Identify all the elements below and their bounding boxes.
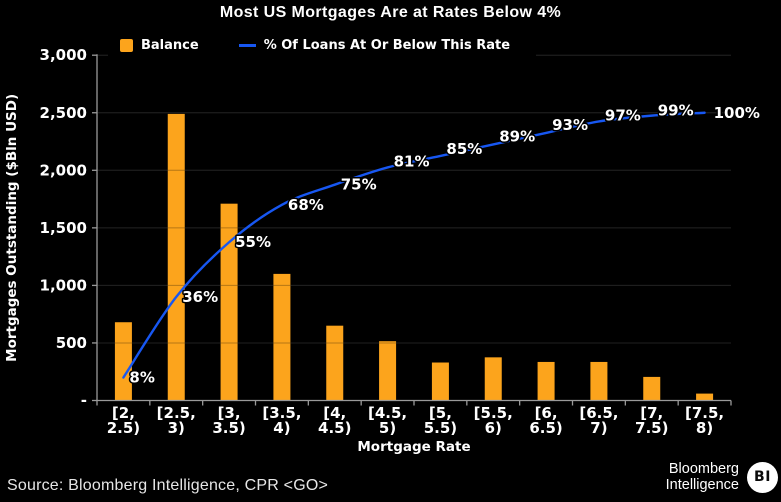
- bar-[7, 7.5): [643, 376, 661, 401]
- pct-label: 36%: [182, 288, 218, 306]
- pct-label: 93%: [552, 116, 588, 134]
- x-tick-label: [5,: [429, 404, 452, 422]
- bar-[6.5, 7): [590, 361, 608, 401]
- x-tick-label: 4.5): [318, 419, 351, 437]
- bi-badge-icon: BI: [747, 461, 778, 493]
- pct-label: 100%: [714, 104, 760, 122]
- bar-[5, 5.5): [431, 362, 449, 401]
- x-tick-label: [5.5,: [474, 404, 513, 422]
- pct-label: 55%: [235, 233, 271, 251]
- x-tick-label: [2,: [112, 404, 135, 422]
- chart-plot: 3,000 2,500 2,000 1,500 1,000 500 - Mortgages O…: [4, 46, 761, 455]
- balance-swatch-icon: [120, 38, 133, 52]
- x-tick-label: 5.5): [424, 419, 457, 437]
- x-tick-label: [7.5,: [685, 404, 724, 422]
- x-tick-label: [3.5,: [262, 404, 301, 422]
- x-tick-label: [3,: [218, 404, 241, 422]
- y-tick-label: 3,000: [40, 46, 87, 64]
- pct-label: 8%: [129, 368, 154, 386]
- bar-[2.5, 3): [167, 113, 185, 401]
- x-tick-label: 7.5): [635, 419, 668, 437]
- pct-label: 81%: [394, 152, 430, 170]
- x-tick-label: 7): [590, 419, 607, 437]
- x-axis-title: Mortgage Rate: [357, 439, 470, 455]
- x-tick-label: [2.5,: [157, 404, 196, 422]
- x-tick-label: [7,: [640, 404, 663, 422]
- pct-label: 89%: [499, 127, 535, 145]
- y-tick-label: -: [81, 392, 87, 410]
- y-axis-title: Mortgages Outstanding ($Bln USD): [4, 94, 20, 362]
- brand-logo: Bloomberg Intelligence BI: [666, 461, 778, 493]
- brand-text: Bloomberg Intelligence: [666, 461, 739, 493]
- x-tick-label: [6.5,: [579, 404, 618, 422]
- chart-title: Most US Mortgages Are at Rates Below 4%: [219, 4, 562, 21]
- pct-label: 68%: [288, 196, 324, 214]
- source-text: Source: Bloomberg Intelligence, CPR <GO>: [7, 477, 329, 494]
- pct-line: [122, 111, 706, 379]
- x-tick-label: 4): [273, 419, 290, 437]
- bar-[3.5, 4): [273, 273, 291, 401]
- x-tick-label: 3.5): [212, 419, 245, 437]
- legend-item-pct-line: % Of Loans At Or Below This Rate: [238, 37, 511, 53]
- legend-line-label: % Of Loans At Or Below This Rate: [263, 37, 511, 53]
- y-tick-label: 500: [56, 334, 87, 352]
- pct-label: 75%: [341, 176, 377, 194]
- x-tick-label: [6,: [535, 404, 558, 422]
- x-tick-label: 3): [168, 419, 185, 437]
- y-tick-label: 2,500: [40, 104, 87, 122]
- bar-[4, 4.5): [326, 325, 344, 401]
- brand-line-1: Bloomberg: [668, 461, 739, 477]
- y-tick-label: 1,000: [40, 276, 87, 294]
- x-tick-label: [4,: [323, 404, 346, 422]
- y-tick-label: 2,000: [40, 161, 87, 179]
- legend-item-balance: Balance: [120, 38, 199, 53]
- x-tick-label: 6): [485, 419, 502, 437]
- x-tick-label: [4.5,: [368, 404, 407, 422]
- bar-[5.5, 6): [484, 357, 502, 401]
- bar-[6, 6.5): [537, 361, 555, 401]
- x-tick-label: 5): [379, 419, 396, 437]
- brand-line-2: Intelligence: [665, 477, 739, 493]
- y-tick-label: 1,500: [40, 219, 87, 237]
- x-tick-label: 2.5): [107, 419, 140, 437]
- bar-[7.5, 8): [696, 393, 714, 401]
- pct-label: 99%: [658, 102, 694, 120]
- legend: Balance % Of Loans At Or Below This Rate: [108, 33, 537, 57]
- bar-[3, 3.5): [220, 203, 238, 401]
- bar-[4.5, 5): [379, 341, 397, 401]
- x-tick-label: 8): [696, 419, 713, 437]
- legend-balance-label: Balance: [141, 37, 199, 53]
- pct-label: 85%: [446, 140, 482, 158]
- bar-[2, 2.5): [114, 322, 132, 401]
- line-swatch-icon: [238, 43, 256, 47]
- x-tick-label: 6.5): [529, 419, 562, 437]
- pct-label: 97%: [605, 106, 641, 124]
- footer: Source: Bloomberg Intelligence, CPR <GO>…: [0, 456, 781, 502]
